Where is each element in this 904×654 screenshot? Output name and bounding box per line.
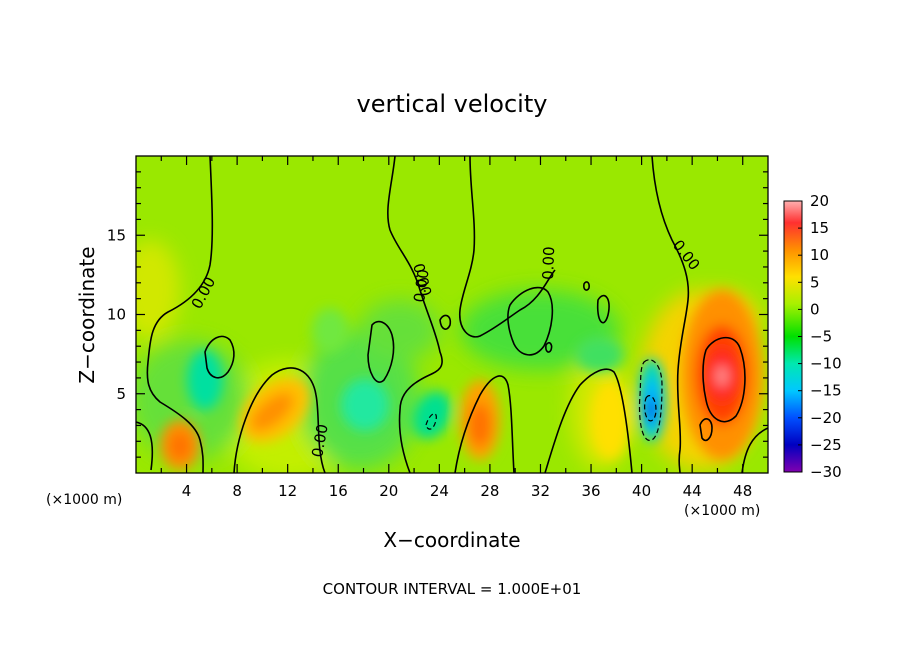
zero-contour-right [651,156,690,473]
x-tick-label: 12 [278,482,297,500]
zero-contours [136,156,768,473]
x-unit-label-right: (×1000 m) [684,503,760,519]
y-axis-title: Z−coordinate [75,246,99,383]
x-tick-label: 20 [379,482,398,500]
x-tick-label: 28 [480,482,499,500]
colorbar-labels: 20 15 10 5 0 −5 −10 −15 −20 −25 −30 [810,192,842,481]
zero-contour-left [136,156,214,473]
zero-contour-loop-2 [367,320,395,383]
colorbar-label: 15 [810,219,829,237]
y-tick-label: 10 [107,306,126,324]
x-tick-label: 24 [430,482,449,500]
colorbar-label: −20 [810,409,842,427]
x-tick-label: 40 [632,482,651,500]
x-unit-label-left: (×1000 m) [46,492,122,508]
zero-contour-loop-4 [702,336,746,423]
colorbar-label: 20 [810,192,829,210]
colorbar-label: −25 [810,436,842,454]
zero-contour-mid [454,156,556,473]
x-tick-label: 4 [182,482,192,500]
zero-contour-island-3 [596,294,610,324]
zero-contour-island-4 [545,342,553,353]
colorbar-label: 0 [810,300,820,318]
zero-contour-loop-3 [507,286,554,356]
colorbar-ticks [798,200,802,473]
x-axis-tick-labels: 4 8 12 16 20 24 28 32 36 40 44 48 [182,482,752,500]
x-axis-ticks [160,156,744,473]
x-axis-title: X−coordinate [383,528,520,552]
zero-contour-island-1 [439,314,452,330]
zero-contour-center [387,156,443,473]
colorbar-label: 5 [810,273,820,291]
zero-contour-right-mid [544,368,633,473]
negative-contour-inner [644,395,657,422]
x-tick-label: 36 [581,482,600,500]
contour-label: 0.00 [410,268,432,304]
negative-contours [425,359,663,441]
contour-label: 0.00 [308,423,332,459]
x-tick-label: 48 [733,482,752,500]
x-tick-label: 44 [683,482,702,500]
x-tick-label: 32 [531,482,550,500]
contour-interval-note: CONTOUR INTERVAL = 1.000E+01 [323,580,582,598]
y-tick-label: 15 [107,226,126,244]
negative-contour-small [425,413,437,430]
colorbar-label: −15 [810,382,842,400]
chart-title: vertical velocity [357,90,548,118]
colorbar-label: −10 [810,355,842,373]
x-tick-label: 16 [329,482,348,500]
zero-contour-island-2 [583,281,590,291]
zero-contour-loop-5 [699,418,713,442]
colorbar: 20 15 10 5 0 −5 −10 −15 −20 −25 −30 [783,192,842,481]
zero-contour-mid-left [233,367,326,473]
colorbar-label: 10 [810,246,829,264]
zero-contour-loop-1 [204,335,235,379]
colorbar-label: −30 [810,463,842,481]
x-tick-label: 8 [232,482,242,500]
contour-label: 0.00 [539,246,558,280]
y-axis-ticks [136,171,768,458]
y-axis-tick-labels: 5 10 15 [107,226,126,403]
heatmap-field [136,156,768,473]
y-tick-label: 5 [116,385,126,403]
colorbar-label: −5 [810,328,832,346]
